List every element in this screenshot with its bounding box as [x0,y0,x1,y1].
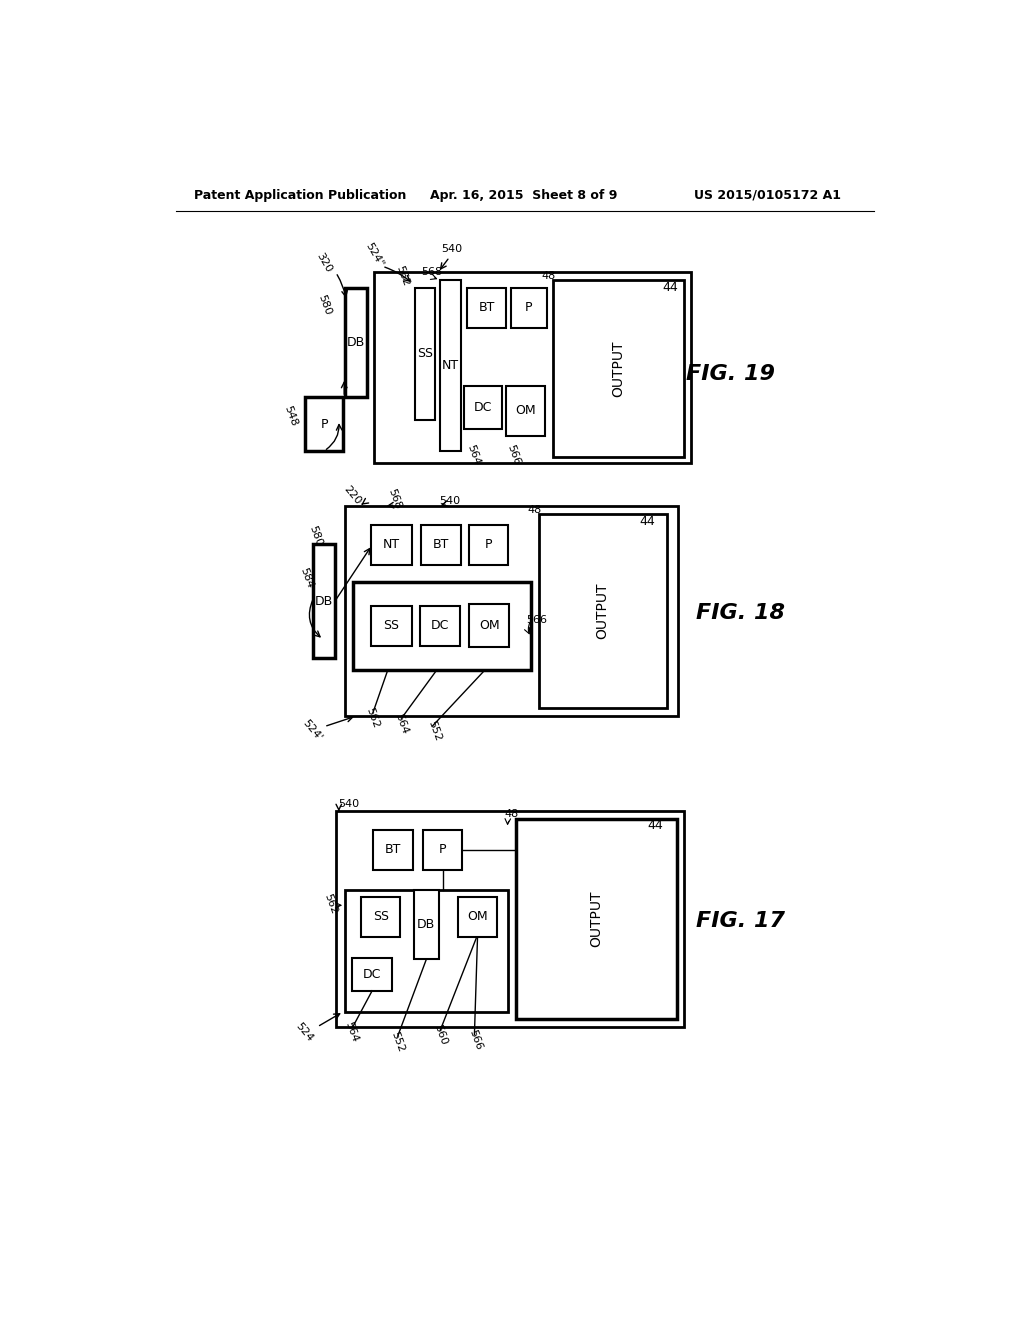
Bar [458,896,497,937]
Text: 552: 552 [389,1031,406,1053]
Bar [539,515,667,708]
Text: 552: 552 [427,719,443,742]
Text: DC: DC [362,968,381,981]
Bar [345,288,367,397]
Text: 48: 48 [505,809,519,820]
Text: 540: 540 [338,799,359,809]
Text: Patent Application Publication: Patent Application Publication [194,189,407,202]
Text: 568: 568 [386,487,402,511]
Text: OUTPUT: OUTPUT [595,583,609,639]
Text: 540: 540 [441,244,463,255]
Text: 220: 220 [342,484,364,507]
Text: 562: 562 [394,264,411,286]
Bar [372,525,412,565]
Text: 524': 524' [301,718,325,743]
Bar [352,958,392,991]
Text: 524": 524" [364,240,385,269]
Bar [421,525,461,565]
Text: BT: BT [433,539,450,552]
Text: 584: 584 [298,566,314,590]
Bar [506,387,545,436]
Text: OM: OM [515,404,536,417]
Bar [467,288,506,327]
Text: P: P [525,301,532,314]
Bar [420,606,461,645]
Text: 564: 564 [344,1020,360,1044]
Text: BT: BT [478,301,495,314]
Text: OM: OM [467,911,487,924]
Text: Apr. 16, 2015  Sheet 8 of 9: Apr. 16, 2015 Sheet 8 of 9 [430,189,617,202]
Bar [373,830,414,870]
Bar [464,387,502,429]
Text: FIG. 18: FIG. 18 [695,603,784,623]
Text: NT: NT [441,359,459,372]
Text: FIG. 19: FIG. 19 [686,364,775,384]
Bar [372,606,412,645]
Text: 580: 580 [316,293,333,317]
Bar [553,280,684,457]
Bar [414,890,438,960]
Text: DC: DC [474,401,493,414]
Text: 560: 560 [432,1023,449,1047]
Text: 548: 548 [283,405,299,428]
Text: 566: 566 [467,1028,483,1052]
Text: 562: 562 [365,706,381,730]
Bar [469,525,508,565]
Text: DB: DB [347,335,365,348]
Bar [375,272,690,462]
Text: P: P [439,843,446,857]
Text: 44: 44 [663,281,678,294]
Text: P: P [484,539,493,552]
Text: 566: 566 [505,444,521,466]
Text: 320: 320 [314,251,334,275]
Bar [345,890,508,1011]
Text: DC: DC [431,619,450,632]
Bar [439,280,461,451]
Text: 564: 564 [465,444,482,466]
Bar [469,605,509,647]
Text: 562: 562 [323,892,339,915]
Bar [305,397,343,451]
Text: DB: DB [417,917,435,931]
Text: BT: BT [385,843,401,857]
Bar [336,812,684,1027]
Bar [415,288,435,420]
Text: FIG. 17: FIG. 17 [695,911,784,931]
Text: 580: 580 [307,524,324,548]
Text: 566: 566 [526,615,547,626]
Text: US 2015/0105172 A1: US 2015/0105172 A1 [693,189,841,202]
Text: SS: SS [373,911,389,924]
Text: DB: DB [315,594,333,607]
Bar [313,544,335,659]
Bar [423,830,462,870]
Text: 564: 564 [393,713,410,737]
Text: 568: 568 [421,268,442,277]
Bar [345,507,678,715]
Text: OUTPUT: OUTPUT [611,341,626,397]
Text: 540: 540 [439,496,460,506]
Text: SS: SS [384,619,399,632]
Bar [515,818,677,1019]
Text: 48: 48 [542,271,556,281]
Text: OUTPUT: OUTPUT [589,891,603,948]
Text: P: P [321,417,328,430]
Bar [352,582,531,671]
Text: SS: SS [417,347,433,360]
Text: 44: 44 [639,515,655,528]
Bar [511,288,547,327]
Text: OM: OM [479,619,500,632]
Text: 48: 48 [527,506,542,515]
Bar [361,896,400,937]
Text: NT: NT [383,539,400,552]
Text: 44: 44 [647,818,663,832]
Text: 524: 524 [294,1020,315,1044]
